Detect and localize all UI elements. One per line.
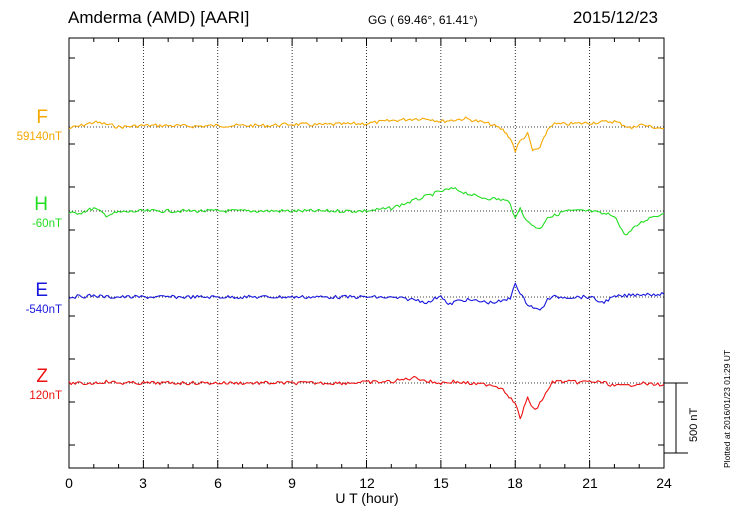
plotted-timestamp: Plotted at 2016/01/23 01:29 UT bbox=[722, 349, 730, 468]
baseline-label-e: -540nT bbox=[25, 304, 62, 316]
scale-bar-label: 500 nT bbox=[688, 407, 700, 442]
geographic-coordinates: GG ( 69.46°, 61.41°) bbox=[368, 13, 478, 27]
chart-date: 2015/12/23 bbox=[572, 8, 658, 27]
x-tick-label: 24 bbox=[656, 475, 672, 491]
x-tick-label: 6 bbox=[214, 475, 222, 491]
baseline-label-z: 120nT bbox=[29, 390, 62, 402]
x-tick-label: 9 bbox=[288, 475, 296, 491]
baseline-label-h: -60nT bbox=[31, 218, 62, 230]
component-label-h: H bbox=[34, 194, 48, 215]
x-tick-label: 12 bbox=[359, 475, 375, 491]
series-line-e bbox=[68, 282, 665, 311]
series-line-f bbox=[68, 116, 665, 153]
x-tick-label: 21 bbox=[582, 475, 598, 491]
plot-frame bbox=[68, 37, 665, 469]
baseline-label-f: 59140nT bbox=[16, 131, 62, 143]
x-tick-label: 0 bbox=[65, 475, 73, 491]
component-label-z: Z bbox=[36, 366, 48, 387]
station-title: Amderma (AMD) [AARI] bbox=[68, 8, 250, 27]
x-tick-label: 3 bbox=[139, 475, 147, 491]
series-line-h bbox=[68, 187, 665, 236]
component-label-e: E bbox=[35, 280, 48, 301]
x-tick-label: 15 bbox=[433, 475, 449, 491]
component-label-f: F bbox=[36, 107, 48, 128]
series-line-z bbox=[68, 375, 665, 420]
x-tick-label: 18 bbox=[507, 475, 523, 491]
x-axis-label: U T (hour) bbox=[335, 490, 399, 506]
